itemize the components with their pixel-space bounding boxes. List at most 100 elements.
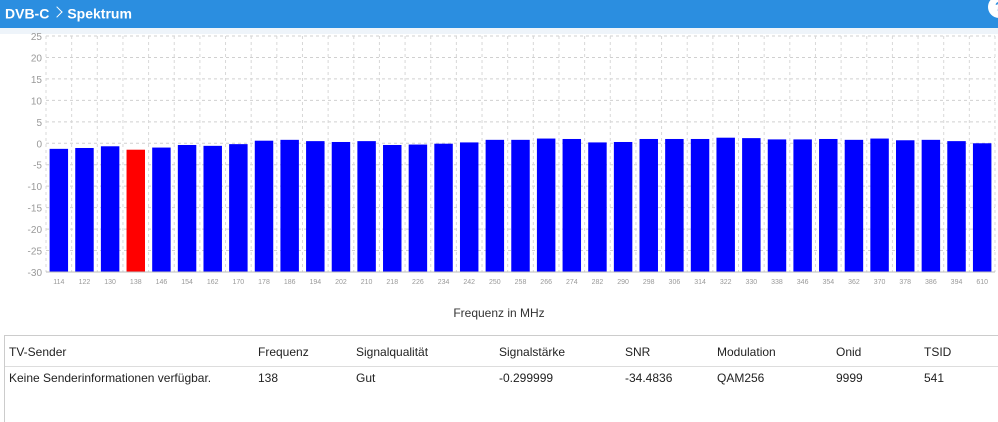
x-tick-label: 274 [566,279,578,286]
bar-282[interactable] [588,142,607,272]
header-bar: DVB-C Spektrum ? [0,0,998,28]
x-tick-label: 194 [309,279,321,286]
bar-354[interactable] [819,138,838,272]
bar-290[interactable] [613,141,633,272]
x-tick-label: 338 [771,279,783,286]
bar-346[interactable] [793,139,812,272]
bar-178[interactable] [254,140,274,272]
bar-370[interactable] [870,138,889,272]
bar-362[interactable] [844,139,864,272]
y-tick-label: -15 [28,204,43,215]
x-tick-label: 218 [386,279,398,286]
col-header-signalqualitaet: Signalqualität [356,345,429,359]
bar-378[interactable] [895,140,915,272]
x-tick-label: 210 [361,279,373,286]
x-tick-label: 178 [258,279,270,286]
bar-610[interactable] [972,143,992,272]
bar-210[interactable] [357,141,376,272]
x-tick-label: 306 [669,279,681,286]
cell-onid: 9999 [836,371,863,385]
cell-signalstaerke: -0.299999 [499,371,554,385]
bar-298[interactable] [639,138,658,272]
x-tick-label: 386 [925,279,937,286]
bar-322[interactable] [716,137,735,272]
x-axis-title: Frequenz in MHz [453,306,545,320]
bar-314[interactable] [690,138,710,272]
help-icon[interactable]: ? [986,0,998,20]
bar-274[interactable] [562,138,582,272]
col-header-frequenz: Frequenz [258,345,309,359]
bar-202[interactable] [331,141,351,272]
x-tick-label: 266 [540,279,552,286]
x-tick-label: 394 [951,279,963,286]
bar-234[interactable] [434,143,453,272]
bar-306[interactable] [665,138,684,272]
x-tick-label: 122 [79,279,91,286]
bar-154[interactable] [177,144,197,272]
x-tick-label: 234 [438,279,450,286]
spectrum-chart: 25 20 15 10 5 0 -5 -10 -15 -20 -25 -30 114 122 130 138 1… [0,28,998,286]
breadcrumb-root[interactable]: DVB-C [5,5,50,22]
bar-138[interactable] [126,149,146,272]
cell-snr: -34.4836 [625,371,673,385]
x-tick-label: 154 [181,279,193,286]
y-tick-label: 0 [36,139,42,150]
bar-114[interactable] [49,148,69,272]
col-header-modulation: Modulation [717,345,776,359]
bar-162[interactable] [203,145,222,272]
cell-modulation: QAM256 [717,371,765,385]
y-tick-label: -10 [28,182,43,193]
x-tick-label: 346 [797,279,809,286]
bar-258[interactable] [511,139,530,272]
x-tick-label: 170 [233,279,245,286]
col-header-signalstaerke: Signalstärke [499,345,566,359]
table-row[interactable]: Keine Senderinformationen verfügbar. 138… [5,367,998,391]
bar-218[interactable] [383,144,402,272]
channel-table: TV-Sender Frequenz Signalqualität Signal… [4,335,998,422]
bar-266[interactable] [536,138,556,272]
bar-146[interactable] [152,147,171,272]
bar-130[interactable] [100,146,120,272]
y-tick-label: 15 [31,75,43,86]
page-title: Spektrum [67,5,132,22]
y-tick-label: -30 [28,268,43,279]
x-tick-label: 610 [976,279,988,286]
x-tick-label: 162 [207,279,219,286]
x-tick-label: 314 [694,279,706,286]
x-tick-label: 370 [874,279,886,286]
bar-186[interactable] [280,139,299,272]
x-tick-label: 202 [335,279,347,286]
y-tick-label: 5 [36,118,42,129]
x-tick-label: 138 [130,279,142,286]
x-tick-label: 298 [643,279,655,286]
cell-signalqualitaet: Gut [356,371,376,385]
bar-194[interactable] [306,141,325,272]
x-tick-label: 114 [53,279,64,286]
bar-122[interactable] [75,147,94,272]
x-tick-label: 282 [592,279,604,286]
chart-top-strip [0,28,998,34]
x-tick-label: 378 [899,279,911,286]
col-header-snr: SNR [625,345,651,359]
bar-170[interactable] [229,144,248,272]
bar-250[interactable] [485,139,505,272]
x-tick-label: 226 [412,279,424,286]
x-tick-label: 250 [489,279,501,286]
x-tick-label: 362 [848,279,860,286]
y-tick-label: 20 [31,53,43,64]
x-tick-label: 290 [617,279,629,286]
x-tick-label: 130 [104,279,116,286]
bar-338[interactable] [767,139,787,272]
col-header-tsid: TSID [924,345,952,359]
bar-394[interactable] [947,141,966,272]
bar-386[interactable] [921,139,941,272]
x-tick-label: 354 [822,279,834,286]
bar-330[interactable] [742,138,761,272]
table-header-row: TV-Sender Frequenz Signalqualität Signal… [5,336,998,367]
col-header-onid: Onid [836,345,862,359]
chevron-right-icon [51,6,64,18]
cell-tv-sender: Keine Senderinformationen verfügbar. [9,371,212,385]
bar-226[interactable] [408,144,428,272]
y-tick-label: -25 [28,247,43,258]
bar-242[interactable] [459,142,479,272]
